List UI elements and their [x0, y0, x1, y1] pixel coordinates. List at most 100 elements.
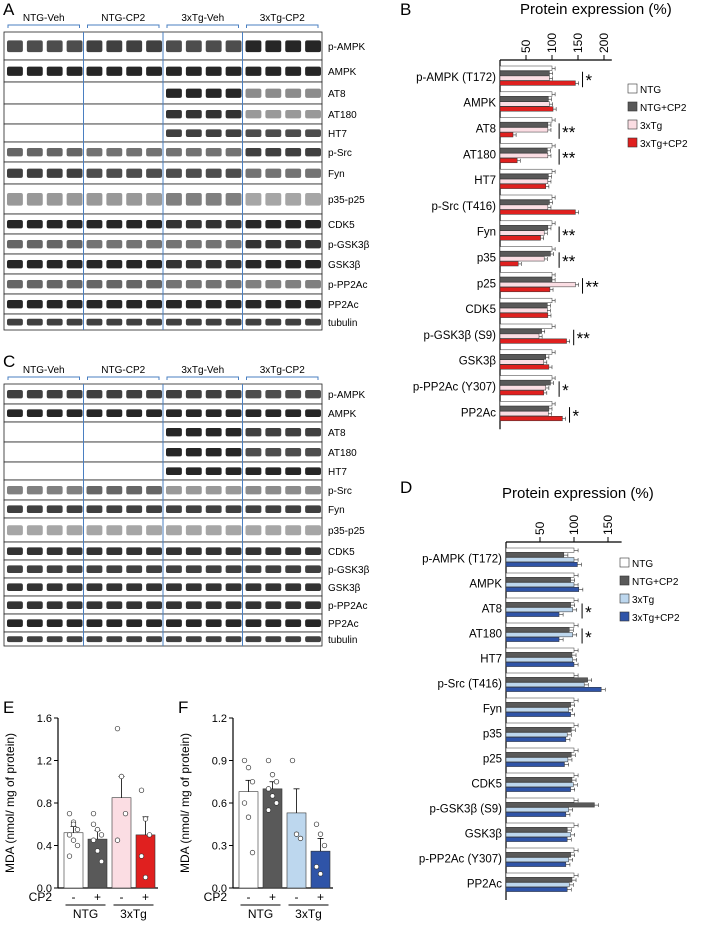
blot-row-label: AT180: [328, 448, 357, 459]
legend-swatch: [627, 137, 638, 148]
bar: [505, 562, 578, 567]
bar: [499, 101, 550, 107]
bar: [499, 380, 551, 386]
blot-band: [225, 280, 242, 289]
bar: [499, 333, 540, 339]
blot-band: [245, 525, 262, 536]
blot-band: [245, 40, 262, 53]
blot-band: [205, 525, 222, 536]
category-label: p-PP2Ac (Y307): [419, 854, 502, 866]
blot-band: [166, 193, 182, 206]
category-label: p35: [477, 253, 496, 265]
blot-band: [265, 409, 282, 417]
bar: [505, 682, 585, 688]
bar: [505, 812, 567, 817]
bar: [499, 65, 553, 71]
bar: [505, 827, 568, 833]
blot-row-label: Fyn: [328, 169, 345, 180]
blot-band: [126, 240, 143, 249]
blot-band: [265, 448, 282, 457]
significance-marker: *: [562, 381, 569, 400]
blot-band: [225, 193, 242, 206]
blot-band: [225, 240, 242, 249]
legend-swatch: [619, 611, 630, 622]
bar: [505, 647, 575, 653]
blot-band: [185, 66, 202, 76]
bar: [505, 787, 571, 792]
data-point: [297, 835, 304, 842]
blot-band: [265, 428, 282, 437]
blot-band: [66, 409, 83, 417]
blot-band: [245, 240, 262, 249]
bar: [499, 194, 553, 200]
cp2-label: CP2: [204, 890, 228, 904]
blot-band: [225, 148, 242, 157]
blot-band: [106, 619, 123, 627]
blot-band: [245, 88, 262, 98]
blot-band: [26, 240, 43, 249]
blot-band: [285, 448, 302, 457]
bar: [505, 552, 565, 558]
x-axis-tick-label: 50: [519, 39, 533, 53]
blot-band: [166, 318, 182, 326]
bar: [499, 359, 544, 365]
data-point: [273, 779, 280, 785]
blot-band: [245, 486, 262, 495]
bar: [111, 797, 132, 889]
blot-band: [205, 40, 222, 53]
bar: [499, 230, 545, 236]
bar: [505, 582, 575, 588]
blot-band: [205, 409, 222, 417]
category-label: PP2Ac: [467, 879, 502, 891]
bar: [505, 747, 575, 753]
bar: [499, 117, 553, 123]
blot-band: [166, 300, 182, 309]
blot-band: [285, 129, 302, 137]
bar: [499, 323, 553, 329]
blot-band: [185, 88, 202, 98]
bar: [499, 282, 576, 288]
blot-band: [86, 547, 103, 555]
blot-band: [265, 318, 282, 326]
chart-f-mda: MDA (nmol/ mg of protein) 0.0 0.3 0.6 0.9 1.2…: [178, 713, 333, 921]
bar: [499, 385, 547, 391]
bar: [499, 297, 553, 304]
blot-band: [205, 619, 222, 627]
blot-band: [225, 66, 242, 76]
blot-band: [86, 260, 103, 269]
blot-band: [245, 110, 262, 119]
blot-band: [225, 619, 242, 627]
category-label: p25: [477, 278, 496, 290]
blot-band: [185, 428, 202, 437]
blot-band: [285, 601, 302, 609]
blot-band: [106, 525, 123, 536]
blot-band: [245, 448, 262, 457]
blot-band: [305, 409, 321, 417]
cp2-sign: +: [269, 890, 276, 904]
bar: [505, 687, 602, 692]
blot-band: [185, 601, 202, 609]
blot-band: [26, 318, 43, 326]
blot-row-label: PP2Ac: [328, 300, 359, 311]
category-label: AT180: [463, 149, 496, 161]
blot-band: [265, 193, 282, 206]
blot-band: [7, 66, 23, 76]
blot-band: [86, 486, 103, 495]
data-point: [70, 821, 77, 827]
blot-band: [7, 486, 23, 495]
data-point: [142, 816, 149, 822]
legend-label: 3xTg: [632, 595, 654, 606]
blot-band: [305, 300, 321, 309]
bar: [499, 235, 541, 241]
blot-band: [166, 129, 182, 137]
blot-band: [166, 168, 182, 178]
bar: [499, 416, 563, 422]
panel-letter-f: F: [178, 698, 189, 717]
data-point: [249, 779, 256, 785]
blot-band: [245, 260, 262, 269]
blot-band: [66, 547, 83, 555]
bar: [87, 838, 108, 889]
blot-band: [205, 260, 222, 269]
blot-band: [305, 619, 321, 627]
bar: [499, 209, 576, 215]
